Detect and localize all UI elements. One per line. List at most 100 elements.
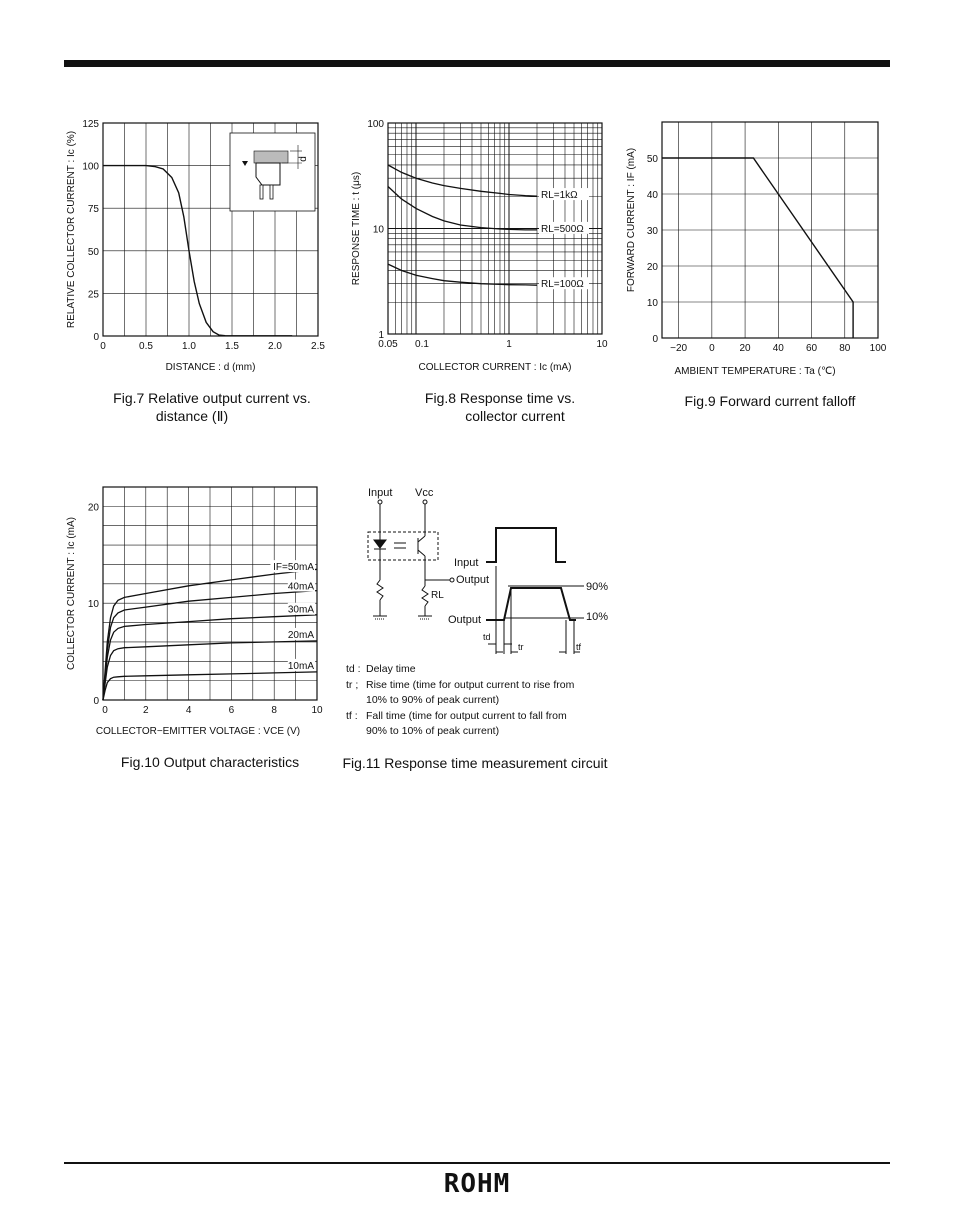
fig10-caption-text: Fig.10 Output characteristics — [120, 754, 300, 770]
series-label-1: IF=50mA — [273, 562, 314, 573]
legend-text-1: Delay time — [366, 663, 416, 675]
series-label-3: RL=100Ω — [541, 279, 584, 290]
rl-resistor — [421, 585, 429, 607]
led-resistor — [376, 579, 384, 601]
plot-frame — [102, 122, 319, 337]
output-waveform — [486, 587, 576, 621]
top-rule — [64, 60, 890, 67]
series-line-3 — [102, 614, 318, 701]
fig11-legend: td : Delay time tr ; Rise time (time for o… — [346, 663, 575, 737]
td-label: td — [483, 632, 491, 642]
inset-lead — [269, 184, 274, 200]
y-tick-label: 75 — [88, 204, 100, 215]
input-label: Input — [368, 487, 392, 499]
y-tick-label: 50 — [88, 247, 100, 258]
series-label-bg — [287, 602, 315, 615]
y-tick-label: 25 — [88, 289, 100, 300]
y-tick-label: 50 — [647, 154, 659, 165]
x-tick-label: 20 — [740, 343, 752, 354]
series-label-5: 10mA — [288, 661, 314, 672]
fig9-caption-text: Fig.9 Forward current falloff — [684, 393, 856, 409]
output-label: Output — [456, 574, 489, 586]
pct10-label: 10% — [586, 611, 608, 623]
series-label-2: RL=500Ω — [541, 224, 584, 235]
y-tick-label: 100 — [367, 119, 384, 130]
x-tick-label: 10 — [596, 339, 608, 350]
tf-label: tf — [576, 642, 582, 652]
svg-text:td :Delay time: td : Delay time — [346, 663, 416, 675]
legend-text-4: Fall time (time for output current to fa… — [366, 710, 567, 722]
series-label-bg — [538, 277, 589, 290]
x-tick-label: 2.5 — [311, 341, 325, 352]
y-axis-label: RESPONSE TIME : t (μs) — [351, 172, 362, 285]
series-line-3 — [387, 263, 538, 286]
bottom-rule — [64, 1162, 890, 1164]
y-tick-label: 0 — [652, 334, 658, 345]
y-tick-label: 1 — [378, 330, 384, 341]
pct90-label: 90% — [586, 581, 608, 593]
x-axis-label: COLLECTOR CURRENT : Ic (mA) — [419, 362, 572, 373]
series-label-bg — [538, 221, 589, 234]
y-tick-label: 10 — [373, 225, 385, 236]
plot-frame — [102, 486, 318, 701]
series-line-2 — [387, 186, 537, 231]
series-label-bg — [287, 627, 315, 640]
svg-text:tf :Fall time (time for output: tf : Fall time (time for output current t… — [346, 710, 567, 722]
inset-object — [253, 150, 289, 164]
fig11-caption: Fig.11 Response time measurement circuit — [330, 754, 620, 772]
y-tick-label: 10 — [88, 599, 100, 610]
series-line-2 — [102, 589, 318, 701]
y-tick-label: 30 — [647, 226, 659, 237]
series-line-1 — [102, 568, 318, 701]
fig8-caption-line1: Fig.8 Response time vs. — [424, 390, 576, 406]
x-tick-label: 8 — [271, 705, 277, 716]
legend-sym-4: tf : — [346, 710, 358, 722]
series-line-4 — [102, 640, 318, 701]
y-axis-label: RELATIVE COLLECTOR CURRENT : Ic (%) — [66, 131, 77, 328]
x-axis-label: DISTANCE : d (mm) — [166, 362, 256, 373]
y-axis-label: FORWARD CURRENT : IF (mA) — [626, 148, 637, 292]
y-tick-label: 0 — [93, 696, 99, 707]
y-axis-label: COLLECTOR CURRENT : Ic (mA) — [66, 517, 77, 670]
series-label-4: 20mA — [288, 630, 314, 641]
inset-d-label: d — [298, 156, 309, 162]
x-tick-label: 0 — [100, 341, 106, 352]
series-label-2: 40mA — [288, 582, 314, 593]
wave-output-label: Output — [448, 614, 481, 626]
series-line — [103, 164, 293, 337]
x-tick-label: 0.05 — [378, 339, 398, 350]
x-tick-label: 0.5 — [139, 341, 153, 352]
chart-fig7: 0 0.5 1.0 1.5 2.0 2.5 0 25 50 75 100 125 DISTANCE : … — [66, 119, 325, 373]
series-label-3: 30mA — [288, 605, 314, 616]
fig9-caption: Fig.9 Forward current falloff — [660, 392, 880, 410]
inset-lead — [259, 184, 264, 200]
x-tick-label: −20 — [670, 343, 687, 354]
x-tick-label: 4 — [186, 705, 192, 716]
series-label-bg — [287, 579, 315, 592]
x-tick-label: 0 — [102, 705, 108, 716]
series-line-5 — [102, 671, 318, 701]
chart-fig8: 0.05 0.1 1 10 1 10 100 COLLECTOR CURRENT : Ic (… — [351, 119, 608, 373]
plot-frame — [387, 122, 603, 335]
y-tick-label: 125 — [82, 119, 99, 130]
tr-label: tr — [518, 642, 524, 652]
y-tick-label: 10 — [647, 298, 659, 309]
chart-fig10: 0 2 4 6 8 10 0 10 20 COLLECTOR−EMITTER VOLTAGE : … — [66, 486, 323, 737]
x-tick-label: 2.0 — [268, 341, 282, 352]
y-tick-label: 40 — [647, 190, 659, 201]
svg-text:tr ;Rise time (time for output: tr ; Rise time (time for output current t… — [346, 679, 575, 691]
series-line — [662, 157, 854, 338]
plot-frame — [661, 121, 879, 339]
fig7-caption: Fig.7 Relative output current vs. distan… — [92, 389, 332, 425]
series-label-1: RL=1kΩ — [541, 190, 578, 201]
photointerrupter-box — [367, 531, 439, 561]
x-tick-label: 2 — [143, 705, 149, 716]
output-terminal — [449, 577, 455, 583]
x-axis-label: AMBIENT TEMPERATURE : Ta (℃) — [674, 366, 835, 377]
x-tick-label: 6 — [229, 705, 235, 716]
x-tick-label: 10 — [311, 705, 323, 716]
inset-arrow-icon — [242, 161, 248, 166]
x-tick-label: 0 — [709, 343, 715, 354]
fig8-caption: Fig.8 Response time vs. collector curren… — [390, 389, 610, 425]
y-tick-label: 20 — [88, 502, 100, 513]
